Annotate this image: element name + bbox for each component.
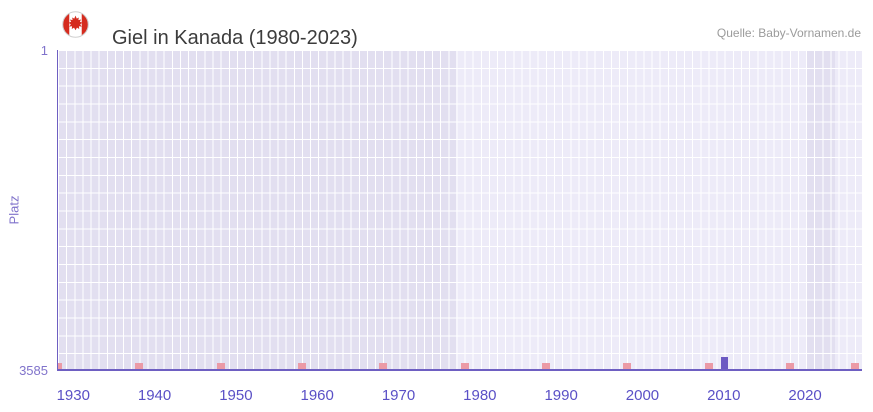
x-tick-label: 1980 [463,387,497,404]
no-rank-mark [460,363,469,369]
x-tick-label: 1960 [300,387,334,404]
x-tick-label: 2010 [707,387,741,404]
no-rank-mark [850,363,859,369]
no-rank-mark [541,363,550,369]
no-rank-mark [135,363,144,369]
y-tick-min: 3585 [19,363,48,378]
x-tick-label: 1940 [137,387,172,404]
source-credit: Quelle: Baby-Vornamen.de [716,26,861,40]
no-rank-mark [623,363,632,369]
canada-flag-icon [62,11,89,38]
x-tick-label: 1990 [544,387,578,404]
x-tick-label: 1930 [56,387,90,404]
y-axis-title: Platz [6,195,22,225]
x-tick-label: 1950 [219,387,253,404]
plot-area [57,50,862,371]
x-tick-label: 2020 [788,387,822,404]
no-rank-mark [58,363,62,369]
no-rank-mark [216,363,225,369]
no-rank-mark [704,363,713,369]
no-rank-mark [379,363,388,369]
x-tick-label: 1970 [381,387,416,404]
gridlines [58,50,862,369]
x-tick-label: 2000 [625,387,660,404]
no-rank-mark [297,363,306,369]
no-rank-mark [785,363,794,369]
chart-title: Giel in Kanada (1980-2023) [112,27,358,50]
y-tick-max: 1 [40,43,48,58]
rank-bar[interactable] [721,357,729,369]
